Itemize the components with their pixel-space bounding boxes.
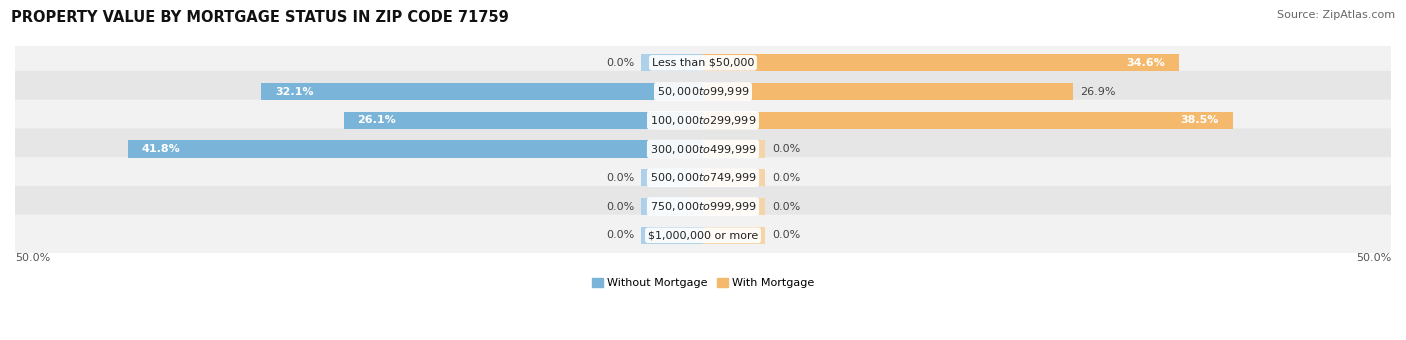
Text: Less than $50,000: Less than $50,000 bbox=[652, 58, 754, 68]
Text: 0.0%: 0.0% bbox=[606, 173, 634, 183]
Text: 0.0%: 0.0% bbox=[606, 202, 634, 211]
Bar bbox=[641, 227, 703, 244]
Bar bbox=[641, 169, 703, 186]
Bar bbox=[703, 198, 765, 215]
FancyBboxPatch shape bbox=[11, 71, 1395, 112]
Text: $1,000,000 or more: $1,000,000 or more bbox=[648, 230, 758, 240]
FancyBboxPatch shape bbox=[11, 186, 1395, 227]
Bar bbox=[262, 83, 703, 100]
Text: 26.9%: 26.9% bbox=[1080, 87, 1115, 97]
Bar bbox=[703, 83, 1073, 100]
Text: 0.0%: 0.0% bbox=[772, 144, 800, 154]
Text: PROPERTY VALUE BY MORTGAGE STATUS IN ZIP CODE 71759: PROPERTY VALUE BY MORTGAGE STATUS IN ZIP… bbox=[11, 10, 509, 25]
Bar bbox=[703, 140, 765, 158]
Text: 50.0%: 50.0% bbox=[15, 253, 51, 263]
Text: 0.0%: 0.0% bbox=[772, 202, 800, 211]
Text: 50.0%: 50.0% bbox=[1355, 253, 1391, 263]
FancyBboxPatch shape bbox=[11, 157, 1395, 199]
Text: 26.1%: 26.1% bbox=[357, 115, 396, 125]
Legend: Without Mortgage, With Mortgage: Without Mortgage, With Mortgage bbox=[588, 273, 818, 292]
Text: 0.0%: 0.0% bbox=[772, 230, 800, 240]
Text: 0.0%: 0.0% bbox=[606, 230, 634, 240]
Bar bbox=[641, 198, 703, 215]
Text: 38.5%: 38.5% bbox=[1181, 115, 1219, 125]
Text: $500,000 to $749,999: $500,000 to $749,999 bbox=[650, 171, 756, 184]
Bar bbox=[703, 112, 1233, 129]
Text: $750,000 to $999,999: $750,000 to $999,999 bbox=[650, 200, 756, 213]
FancyBboxPatch shape bbox=[11, 100, 1395, 141]
FancyBboxPatch shape bbox=[11, 215, 1395, 256]
Bar bbox=[128, 140, 703, 158]
Bar bbox=[703, 54, 1180, 71]
Text: $100,000 to $299,999: $100,000 to $299,999 bbox=[650, 114, 756, 127]
Text: Source: ZipAtlas.com: Source: ZipAtlas.com bbox=[1277, 10, 1395, 20]
Text: $50,000 to $99,999: $50,000 to $99,999 bbox=[657, 85, 749, 98]
Bar bbox=[703, 169, 765, 186]
Bar bbox=[641, 54, 703, 71]
Text: 32.1%: 32.1% bbox=[276, 87, 314, 97]
Bar bbox=[703, 227, 765, 244]
Bar bbox=[344, 112, 703, 129]
Text: $300,000 to $499,999: $300,000 to $499,999 bbox=[650, 142, 756, 156]
FancyBboxPatch shape bbox=[11, 42, 1395, 84]
Text: 0.0%: 0.0% bbox=[772, 173, 800, 183]
Text: 34.6%: 34.6% bbox=[1126, 58, 1166, 68]
FancyBboxPatch shape bbox=[11, 129, 1395, 170]
Text: 0.0%: 0.0% bbox=[606, 58, 634, 68]
Text: 41.8%: 41.8% bbox=[142, 144, 180, 154]
